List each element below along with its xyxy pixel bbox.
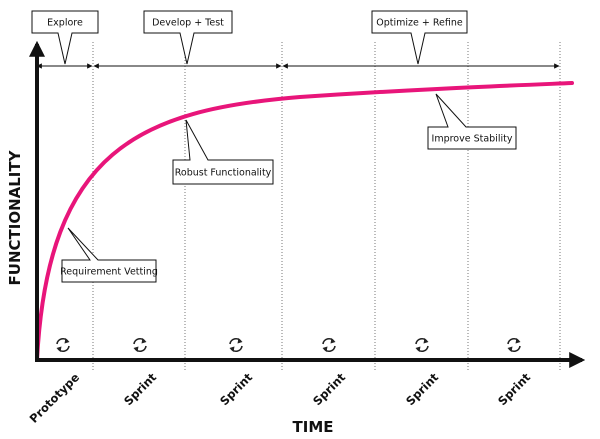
phase-optimize-refine: Optimize + Refine	[371, 10, 468, 65]
phase-develop-callout	[143, 10, 233, 65]
functionality-curve	[35, 81, 574, 362]
stage-label-sprint-3: Sprint	[310, 370, 348, 408]
cycle-arrows-icon	[228, 337, 244, 353]
callout-requirement-box	[61, 227, 157, 283]
callout-robust-box	[172, 119, 274, 185]
stage-labels: Prototype Sprint Sprint Sprint Sprint Sp…	[27, 370, 534, 426]
stage-label-sprint-4: Sprint	[403, 370, 441, 408]
stage-label-sprint-1: Sprint	[121, 370, 159, 408]
callout-stability-box	[427, 93, 517, 150]
cycle-arrows-icon	[55, 337, 71, 353]
phase-optimize-label: Optimize + Refine	[376, 18, 463, 29]
phase-develop-label: Develop + Test	[152, 18, 224, 29]
phase-explore: Explore	[31, 10, 99, 65]
cycle-arrows-icon	[321, 337, 337, 353]
stage-label-prototype: Prototype	[27, 370, 83, 426]
cycle-arrows-icon	[132, 337, 148, 353]
callout-stability-label: Improve Stability	[432, 134, 513, 145]
iteration-icons	[55, 337, 522, 353]
phase-optimize-callout	[371, 10, 468, 65]
callout-requirement-label: Requirement Vetting	[60, 267, 158, 278]
callout-improve-stability: Improve Stability	[427, 93, 517, 150]
cycle-arrows-icon	[414, 337, 430, 353]
x-axis-title: TIME	[293, 418, 334, 436]
y-axis-title: FUNCTIONALITY	[6, 149, 24, 285]
callout-robust-functionality: Robust Functionality	[172, 119, 274, 185]
phase-explore-callout	[31, 10, 99, 65]
callout-requirement-vetting: Requirement Vetting	[60, 227, 158, 283]
phase-develop-test: Develop + Test	[143, 10, 233, 65]
sprint-dividers	[92, 42, 561, 372]
stage-label-sprint-5: Sprint	[495, 370, 533, 408]
callout-robust-label: Robust Functionality	[175, 168, 272, 179]
cycle-arrows-icon	[506, 337, 522, 353]
phase-explore-label: Explore	[47, 18, 83, 29]
stage-label-sprint-2: Sprint	[217, 370, 255, 408]
